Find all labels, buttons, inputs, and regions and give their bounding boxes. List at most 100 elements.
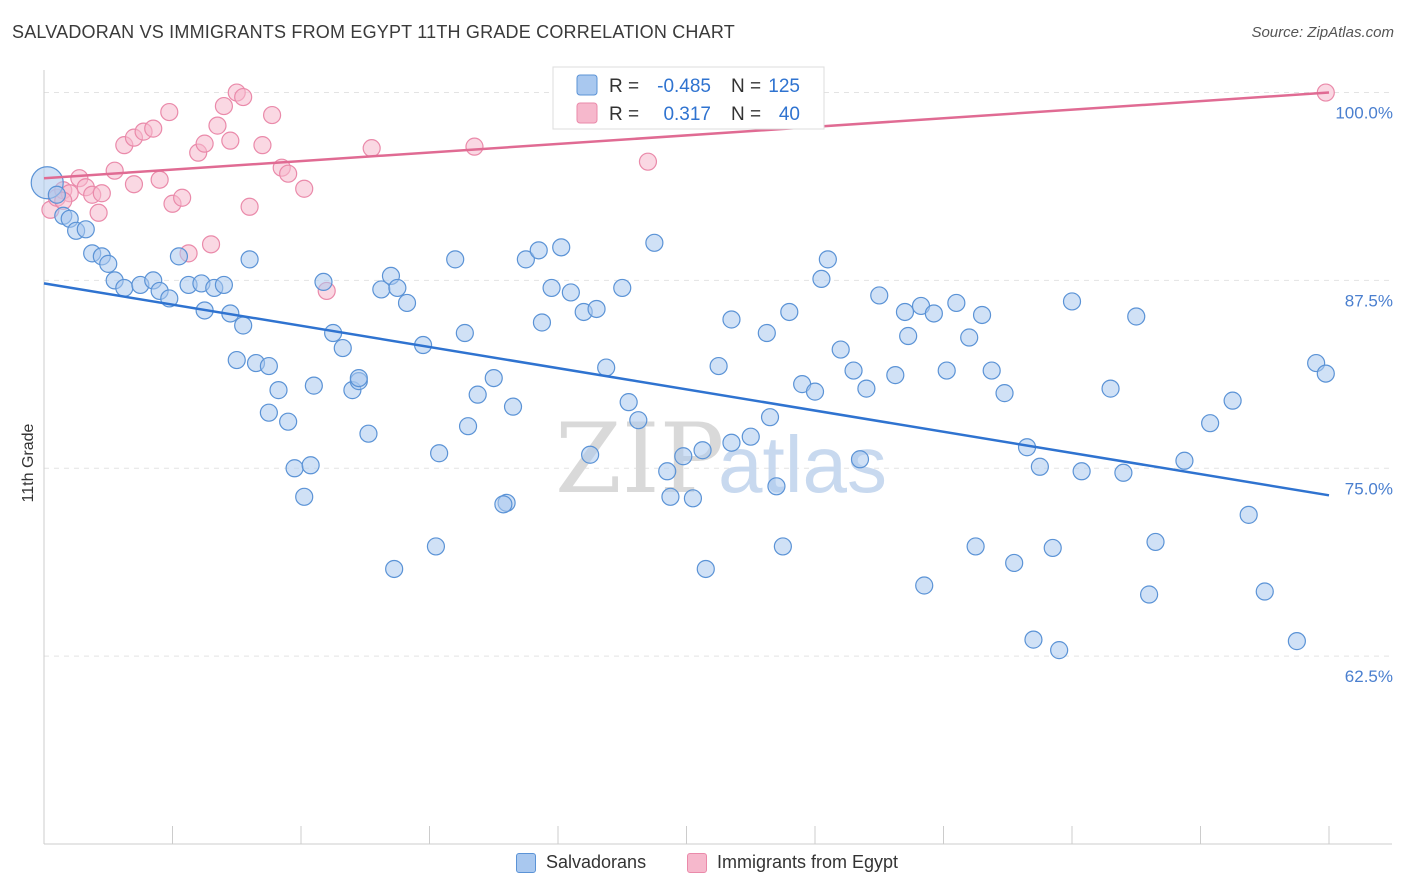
point-salvadorans: [844, 361, 863, 380]
point-egypt: [160, 102, 179, 122]
point-salvadorans: [870, 286, 889, 305]
point-salvadorans: [982, 361, 1001, 380]
chart-title: SALVADORAN VS IMMIGRANTS FROM EGYPT 11TH…: [12, 22, 735, 42]
point-egypt: [221, 131, 240, 150]
point-salvadorans: [1030, 457, 1049, 476]
point-salvadorans: [388, 278, 407, 298]
point-egypt: [262, 105, 282, 125]
point-egypt: [214, 96, 233, 116]
point-salvadorans: [1005, 553, 1024, 573]
point-salvadorans: [304, 376, 323, 395]
point-egypt: [92, 184, 111, 203]
point-salvadorans: [805, 382, 825, 401]
point-egypt: [150, 170, 169, 189]
y-tick-label: 100.0%: [1335, 104, 1393, 123]
point-salvadorans: [924, 304, 943, 323]
legend-swatch-salvadorans: [516, 852, 536, 873]
point-salvadorans: [1175, 451, 1194, 470]
point-salvadorans: [468, 385, 487, 404]
legend-swatch-egypt: [687, 852, 707, 873]
point-salvadorans: [269, 381, 288, 400]
point-salvadorans: [227, 350, 246, 370]
point-salvadorans: [349, 368, 368, 388]
point-salvadorans: [757, 323, 776, 343]
point-salvadorans: [850, 450, 870, 469]
point-salvadorans: [214, 275, 233, 295]
point-egypt: [208, 116, 227, 135]
y-tick-labels: 62.5% 75.0% 87.5% 100.0%: [1335, 104, 1393, 687]
point-salvadorans: [966, 537, 985, 556]
point-salvadorans: [430, 444, 449, 463]
point-salvadorans: [494, 495, 513, 514]
point-salvadorans: [1255, 582, 1274, 601]
point-salvadorans: [503, 397, 523, 416]
point-salvadorans: [1287, 632, 1306, 651]
y-axis-title: 11th Grade: [20, 423, 37, 502]
series-salvadorans-points: [30, 166, 1335, 660]
point-salvadorans: [696, 559, 715, 579]
point-salvadorans: [234, 316, 253, 335]
point-salvadorans: [722, 310, 741, 329]
point-salvadorans: [240, 250, 259, 269]
source-credit: Source: ZipAtlas.com: [1251, 24, 1394, 41]
point-salvadorans: [259, 356, 278, 376]
point-salvadorans: [532, 313, 552, 332]
point-egypt: [144, 119, 163, 138]
point-egypt: [89, 203, 108, 222]
point-salvadorans: [446, 250, 465, 269]
point-salvadorans: [1062, 292, 1082, 311]
point-salvadorans: [899, 326, 918, 346]
legend-item-egypt: Immigrants from Egypt: [687, 852, 898, 873]
point-salvadorans: [455, 323, 474, 343]
point-salvadorans: [857, 379, 876, 398]
point-salvadorans: [47, 185, 66, 204]
point-salvadorans: [1316, 364, 1335, 383]
legend-r-value-pink: 0.317: [663, 104, 711, 125]
point-salvadorans: [516, 250, 535, 269]
legend-box: R = -0.485 N = 125 R = 0.317 N = 40: [552, 66, 825, 130]
point-salvadorans: [552, 238, 571, 257]
point-salvadorans: [76, 220, 95, 239]
point-salvadorans: [169, 247, 189, 266]
point-salvadorans: [529, 241, 548, 260]
point-salvadorans: [972, 305, 992, 325]
point-egypt: [295, 179, 314, 198]
point-salvadorans: [426, 537, 446, 556]
point-egypt: [279, 164, 298, 183]
trend-line-salvadorans: [43, 282, 1330, 497]
point-salvadorans: [674, 447, 693, 466]
point-salvadorans: [484, 368, 503, 388]
point-salvadorans: [115, 278, 134, 298]
point-salvadorans: [458, 417, 478, 436]
point-salvadorans: [295, 487, 314, 506]
point-salvadorans: [99, 254, 118, 273]
point-salvadorans: [780, 302, 799, 322]
point-salvadorans: [767, 477, 786, 496]
point-salvadorans: [581, 445, 600, 464]
point-salvadorans: [314, 272, 333, 292]
point-salvadorans: [818, 250, 837, 269]
trend-line-egypt: [43, 91, 1330, 180]
point-salvadorans: [658, 462, 677, 481]
point-salvadorans: [1201, 414, 1220, 433]
point-egypt: [201, 235, 221, 254]
point-salvadorans: [831, 340, 850, 359]
point-egypt: [234, 87, 253, 107]
point-salvadorans: [397, 293, 417, 313]
point-salvadorans: [1072, 462, 1091, 481]
point-salvadorans: [645, 233, 664, 252]
point-salvadorans: [385, 559, 404, 579]
legend-r-label-blue: R =: [609, 76, 639, 97]
legend-swatch-pink: [576, 102, 598, 124]
point-salvadorans: [741, 427, 760, 446]
point-salvadorans: [895, 302, 915, 322]
y-tick-label: 75.0%: [1345, 479, 1393, 498]
legend-label-egypt: Immigrants from Egypt: [717, 852, 899, 872]
point-salvadorans: [960, 328, 979, 347]
point-salvadorans: [629, 411, 648, 430]
point-salvadorans: [542, 278, 561, 298]
point-salvadorans: [1223, 391, 1242, 410]
point-salvadorans: [812, 269, 831, 289]
y-tick-label: 87.5%: [1345, 291, 1393, 310]
watermark: ZIP atlas: [555, 403, 887, 515]
